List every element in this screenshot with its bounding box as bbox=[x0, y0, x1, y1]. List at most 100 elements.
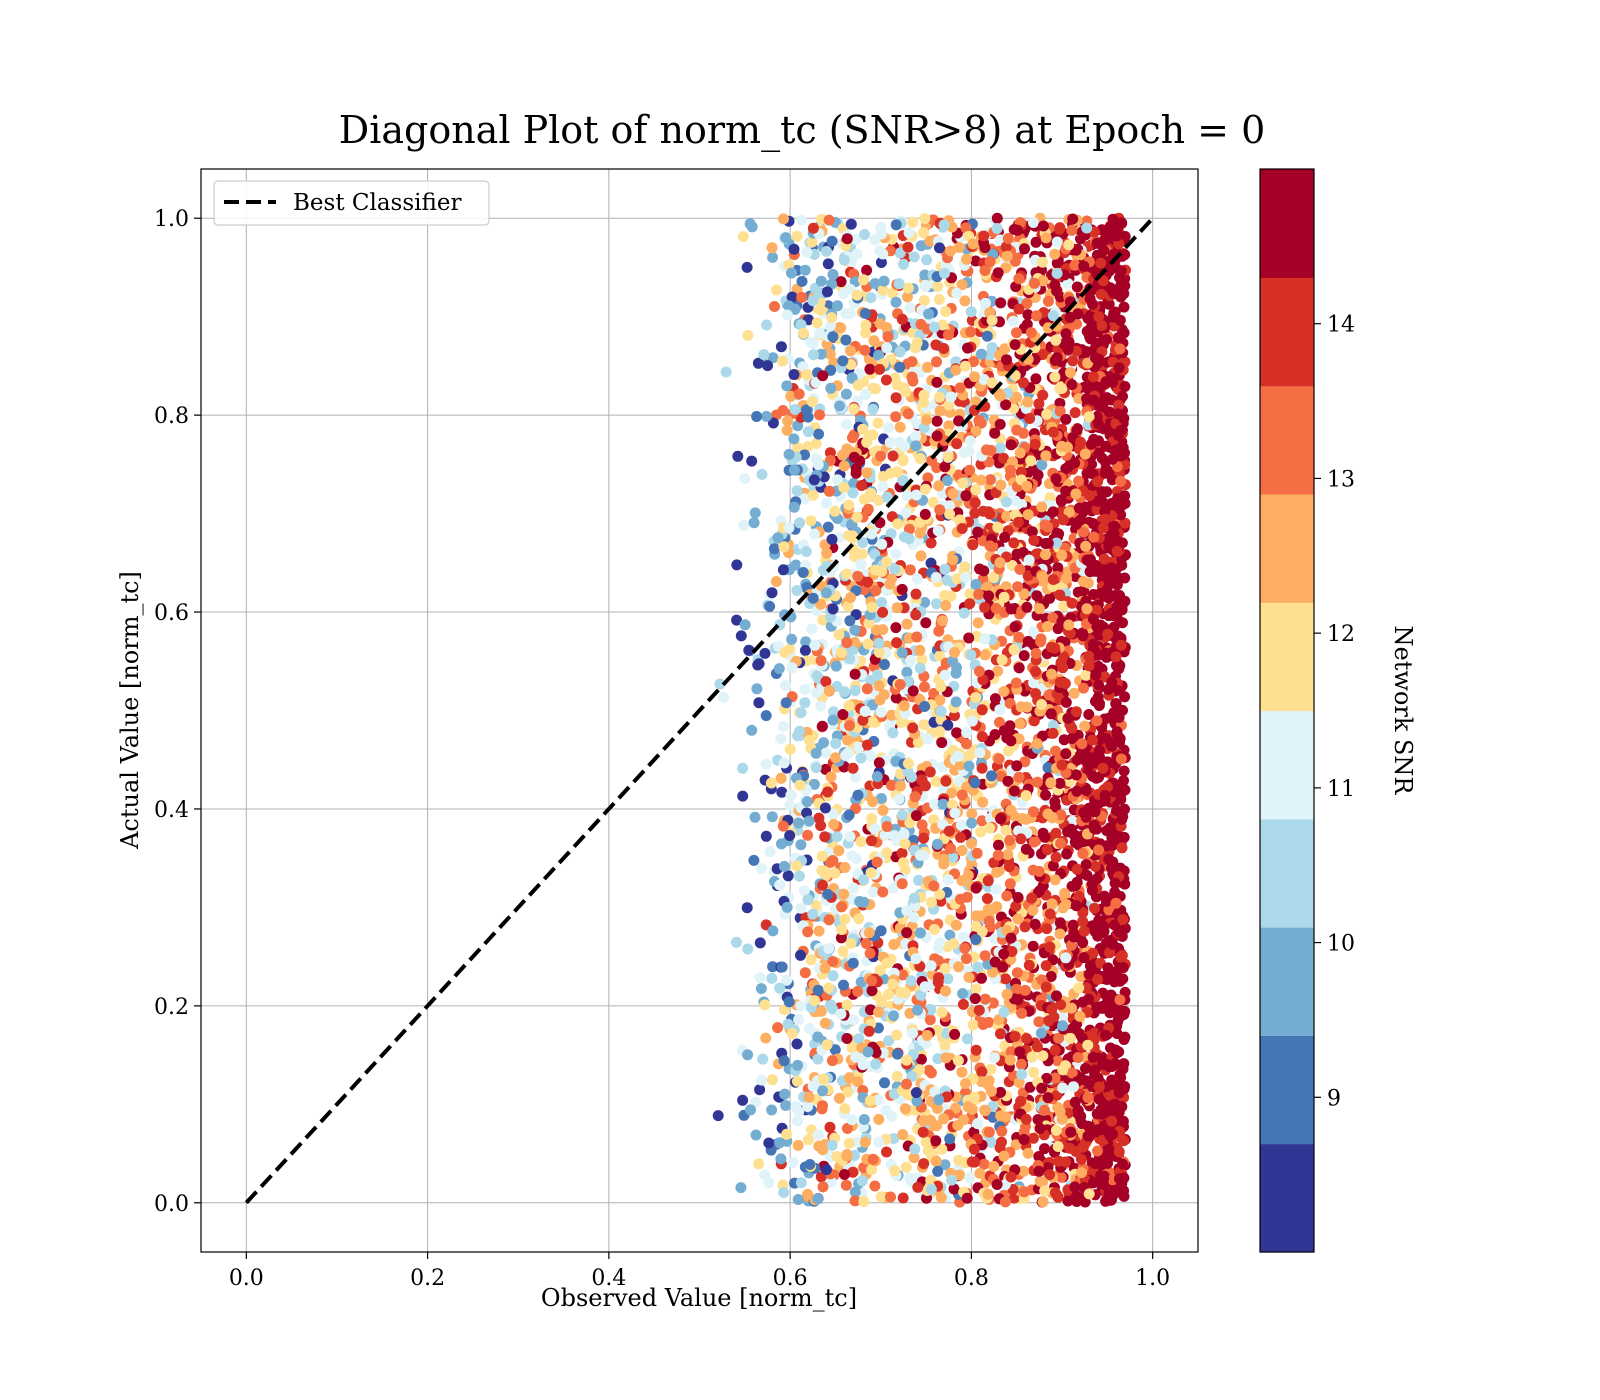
scatter-point bbox=[826, 1176, 837, 1188]
scatter-point bbox=[1078, 925, 1090, 937]
scatter-point bbox=[813, 287, 825, 299]
scatter-point bbox=[1011, 760, 1023, 772]
scatter-point bbox=[859, 705, 871, 717]
scatter-point bbox=[910, 953, 922, 965]
scatter-point bbox=[1060, 463, 1072, 475]
scatter-point bbox=[996, 654, 1008, 666]
scatter-point bbox=[1049, 874, 1061, 886]
scatter-point bbox=[802, 829, 814, 841]
scatter-point bbox=[947, 851, 959, 863]
scatter-point bbox=[887, 727, 899, 739]
scatter-point bbox=[783, 448, 795, 460]
scatter-point bbox=[1078, 260, 1090, 272]
scatter-point bbox=[902, 241, 914, 253]
scatter-point bbox=[752, 659, 764, 671]
scatter-point bbox=[992, 267, 1004, 279]
scatter-point bbox=[778, 757, 790, 769]
scatter-point bbox=[882, 331, 894, 343]
scatter-point bbox=[1040, 981, 1052, 993]
scatter-point bbox=[979, 265, 991, 276]
scatter-point bbox=[750, 1129, 762, 1141]
scatter-point bbox=[985, 1085, 997, 1097]
scatter-point bbox=[970, 692, 982, 703]
scatter-point bbox=[957, 477, 969, 489]
scatter-point bbox=[795, 839, 807, 851]
scatter-point bbox=[881, 847, 893, 859]
scatter-point bbox=[791, 1038, 803, 1050]
scatter-point bbox=[983, 915, 995, 927]
scatter-point bbox=[859, 308, 871, 319]
scatter-point bbox=[816, 850, 828, 862]
scatter-point bbox=[1021, 1033, 1032, 1044]
scatter-point bbox=[856, 1175, 868, 1187]
scatter-point bbox=[754, 937, 766, 949]
scatter-point bbox=[918, 227, 929, 239]
scatter-point bbox=[1030, 666, 1041, 677]
scatter-point bbox=[911, 573, 923, 585]
scatter-point bbox=[941, 475, 953, 487]
scatter-point bbox=[1087, 589, 1099, 600]
scatter-point bbox=[788, 464, 800, 476]
scatter-point bbox=[815, 1005, 827, 1017]
scatter-point bbox=[737, 1094, 749, 1106]
scatter-point bbox=[1000, 241, 1012, 253]
scatter-point bbox=[1053, 1032, 1065, 1044]
scatter-point bbox=[1073, 475, 1085, 487]
scatter-point bbox=[870, 624, 882, 636]
scatter-point bbox=[910, 810, 922, 822]
scatter-point bbox=[780, 232, 792, 244]
scatter-point bbox=[964, 588, 976, 600]
scatter-point bbox=[1000, 824, 1012, 836]
scatter-point bbox=[1030, 236, 1042, 248]
scatter-point bbox=[887, 978, 899, 990]
scatter-point bbox=[919, 508, 931, 520]
scatter-point bbox=[1021, 601, 1033, 613]
scatter-point bbox=[1092, 973, 1104, 985]
scatter-point bbox=[1071, 424, 1083, 436]
scatter-point bbox=[778, 1187, 790, 1198]
scatter-point bbox=[981, 330, 993, 342]
scatter-point bbox=[848, 882, 860, 894]
scatter-point bbox=[1002, 775, 1014, 787]
scatter-point bbox=[919, 981, 931, 993]
scatter-point bbox=[793, 817, 805, 829]
scatter-point bbox=[821, 1164, 832, 1176]
scatter-point bbox=[961, 1033, 973, 1045]
scatter-point bbox=[1032, 1114, 1044, 1125]
scatter-point bbox=[840, 334, 852, 346]
scatter-point bbox=[803, 815, 815, 827]
scatter-point bbox=[992, 665, 1004, 677]
scatter-point bbox=[1033, 603, 1045, 615]
scatter-point bbox=[1073, 502, 1085, 514]
scatter-point bbox=[806, 623, 818, 635]
scatter-point bbox=[813, 327, 825, 339]
scatter-point bbox=[978, 565, 990, 577]
scatter-point bbox=[1084, 960, 1096, 972]
scatter-point bbox=[867, 796, 879, 808]
scatter-point bbox=[898, 531, 910, 543]
scatter-point bbox=[1083, 709, 1095, 720]
scatter-point bbox=[1072, 586, 1084, 598]
scatter-point bbox=[1080, 669, 1092, 681]
scatter-point bbox=[1107, 311, 1119, 323]
scatter-point bbox=[1110, 651, 1122, 663]
scatter-point bbox=[1054, 777, 1066, 789]
scatter-point bbox=[835, 322, 847, 334]
scatter-point bbox=[960, 953, 972, 965]
scatter-point bbox=[838, 254, 850, 266]
scatter-point bbox=[921, 1030, 933, 1041]
scatter-point bbox=[826, 312, 838, 324]
scatter-point bbox=[972, 1118, 984, 1130]
scatter-point bbox=[914, 516, 926, 528]
scatter-point bbox=[1005, 1171, 1017, 1183]
scatter-point bbox=[1115, 793, 1127, 805]
scatter-point bbox=[1010, 900, 1022, 912]
scatter-point bbox=[869, 823, 881, 835]
scatter-point bbox=[1036, 1082, 1048, 1094]
scatter-point bbox=[1119, 691, 1131, 703]
scatter-point bbox=[1115, 509, 1127, 521]
scatter-point bbox=[737, 231, 749, 243]
scatter-point bbox=[763, 1137, 775, 1149]
scatter-point bbox=[827, 970, 839, 982]
scatter-point bbox=[986, 377, 998, 389]
